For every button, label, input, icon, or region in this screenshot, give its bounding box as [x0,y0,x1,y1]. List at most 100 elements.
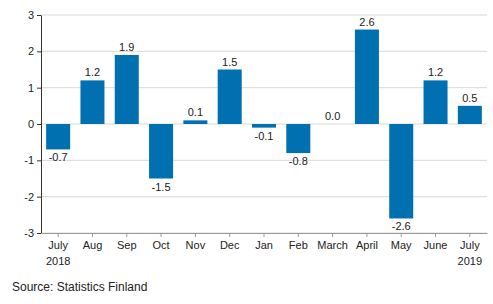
x-tick-label: Oct [153,239,170,251]
x-tick-label: Aug [83,239,103,251]
x-tick-label-line: March [317,239,348,251]
x-tick: April [356,233,378,251]
x-tick-label-line: 2019 [458,255,482,267]
data-label: 1.2 [85,66,100,78]
y-tick-label: 2 [28,45,34,57]
data-label: -0.8 [289,155,308,167]
data-label: -1.5 [152,181,171,193]
x-tick-label-line: Nov [186,239,206,251]
data-label: 2.6 [359,16,374,28]
data-label: 0.5 [462,92,477,104]
x-tick: May [391,233,412,251]
data-label: -2.6 [392,220,411,232]
x-tick: Sep [117,233,137,251]
x-tick-mark [298,233,299,237]
x-tick: Oct [153,233,170,251]
x-tick-mark [229,233,230,237]
x-tick: Feb [289,233,308,251]
x-tick: July 2019 [458,233,482,267]
y-tick-mark [37,233,41,234]
grid-line [41,51,487,52]
data-label: -0.7 [49,151,68,163]
y-tick-mark [37,15,41,16]
x-tick-label-line: Oct [153,239,170,251]
x-tick-label-line: Sep [117,239,137,251]
x-tick-label-line: Feb [289,239,308,251]
bar [286,124,310,153]
x-tick: Aug [83,233,103,251]
data-label: 0.1 [188,106,203,118]
y-axis: -3 -2 -1 0 1 2 3 [24,9,41,239]
x-tick-label: Dec [220,239,240,251]
x-tick-label-line: April [356,239,378,251]
x-tick-mark [92,233,93,237]
x-tick-mark [58,233,59,237]
x-tick-label: June [424,239,448,251]
bar [389,124,413,218]
y-tick-label: 1 [28,82,34,94]
bar [149,124,173,179]
x-tick-label-line: 2018 [46,255,70,267]
y-tick-label: -3 [24,227,34,239]
x-tick: July 2018 [46,233,70,267]
bar [458,106,482,124]
x-tick-label: July 2019 [458,239,482,268]
bar [80,80,104,124]
x-tick-mark [401,233,402,237]
y-tick: 3 [28,9,41,21]
y-tick: 0 [28,118,41,130]
x-tick-mark [161,233,162,237]
bars [46,30,482,219]
x-tick: June [424,233,448,251]
grid-line [41,15,487,16]
bar [321,124,345,125]
plot: -3 -2 -1 0 1 2 3 July 2018 Aug Sep Oct Nov Dec Jan Feb M… [24,9,487,267]
x-tick: March [317,233,348,251]
y-tick-label: -1 [24,154,34,166]
data-label: 1.2 [428,66,443,78]
grid [41,15,487,233]
x-tick-mark [435,233,436,237]
bar [115,55,139,124]
x-tick-label-line: July [460,239,480,251]
x-tick-mark [195,233,196,237]
x-tick-label-line: May [391,239,412,251]
bar [252,124,276,128]
x-tick-label-line: Dec [220,239,240,251]
x-tick-mark [126,233,127,237]
x-tick-label-line: June [424,239,448,251]
y-tick-mark [37,160,41,161]
x-tick-label: Jan [255,239,273,251]
x-tick-mark [264,233,265,237]
y-tick-mark [37,51,41,52]
data-label: 0.0 [325,110,340,122]
bar [355,30,379,124]
x-tick-mark [469,233,470,237]
bar [46,124,70,149]
y-axis-line [41,16,42,234]
x-tick-label: July 2018 [46,239,70,268]
data-labels: -0.71.21.9-1.50.11.5-0.1-0.80.02.6-2.61.… [49,16,478,233]
chart: -3 -2 -1 0 1 2 3 July 2018 Aug Sep Oct Nov Dec Jan Feb M… [0,0,493,304]
data-label: 1.9 [119,41,134,53]
x-tick-label: Nov [186,239,206,251]
x-tick-label: Sep [117,239,137,251]
y-tick: 2 [28,45,41,57]
y-tick: -3 [24,227,41,239]
grid-line [41,87,487,88]
x-tick: Jan [255,233,273,251]
y-tick-label: 0 [28,118,34,130]
x-tick-label-line: Aug [83,239,103,251]
bar [218,70,242,125]
x-tick-label: May [391,239,412,251]
y-tick-mark [37,124,41,125]
x-tick: Dec [220,233,240,251]
y-tick: -2 [24,191,41,203]
y-tick: -1 [24,154,41,166]
x-tick-label: March [317,239,348,251]
x-tick-mark [332,233,333,237]
x-tick-label-line: July [48,239,68,251]
x-tick: Nov [186,233,206,251]
x-axis: July 2018 Aug Sep Oct Nov Dec Jan Feb March April M… [42,233,488,267]
grid-line [41,196,487,197]
